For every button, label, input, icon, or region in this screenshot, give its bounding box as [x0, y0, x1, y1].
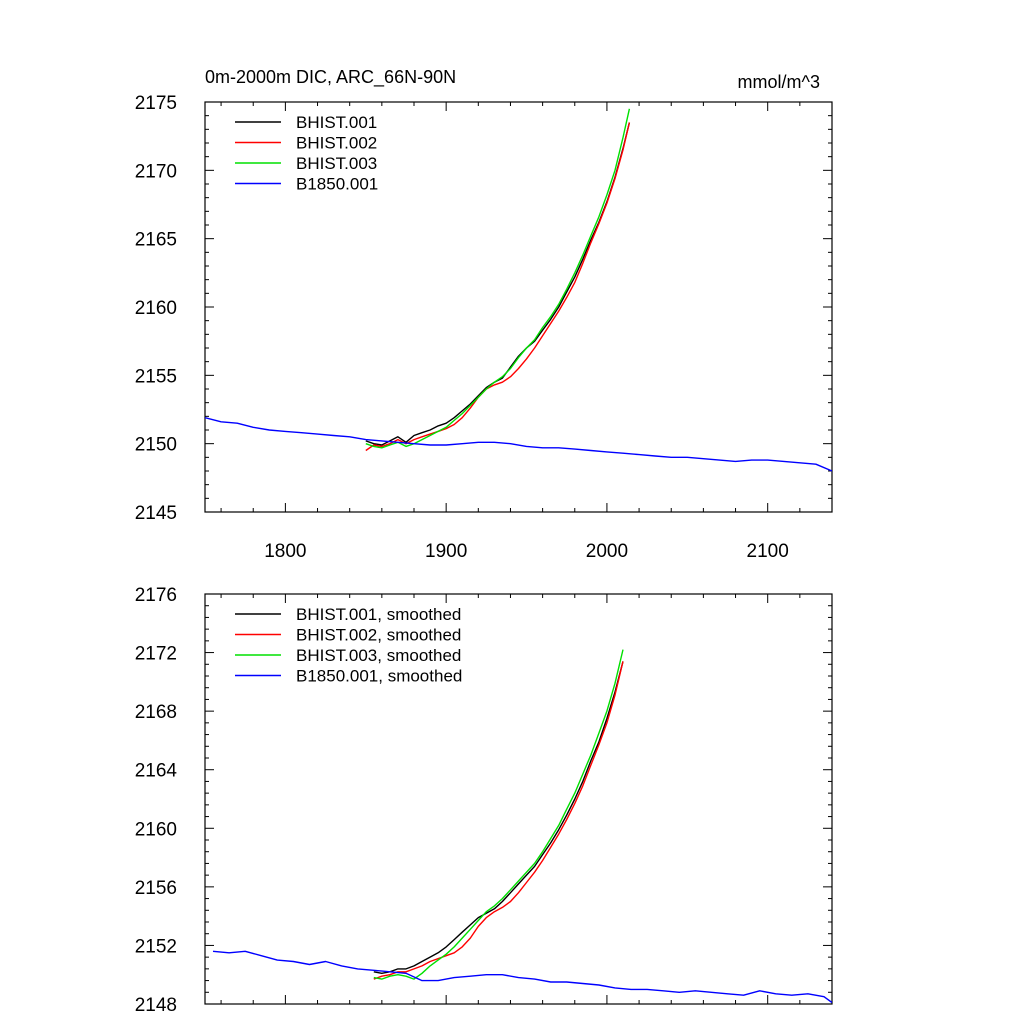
series-line-bhist-002-smoothed [373, 661, 624, 980]
legend-label: BHIST.002, smoothed [296, 626, 461, 645]
legend-label: B1850.001 [296, 175, 378, 194]
y-tick-label: 2160 [135, 298, 177, 319]
x-tick-label: 1800 [264, 541, 306, 562]
y-tick-label: 2155 [135, 366, 177, 387]
series-line-bhist-003 [365, 108, 631, 449]
x-tick-label: 1900 [425, 541, 467, 562]
series-line-bhist-001-smoothed [373, 661, 624, 974]
x-tick-label: 2000 [586, 541, 628, 562]
y-tick-label: 2175 [135, 93, 177, 114]
bottom-panel: 2148 2152 2156 2160 2164 2168 2172 2176 BHIST.00… [135, 585, 833, 1016]
series-line-bhist-003-smoothed [373, 649, 624, 980]
y-tick-label: 2150 [135, 435, 177, 456]
legend-label: B1850.001, smoothed [296, 667, 462, 686]
y-tick-label: 2145 [135, 503, 177, 524]
y-tick-label: 2152 [135, 936, 177, 957]
legend-label: BHIST.002 [296, 134, 377, 153]
series-line-bhist-001 [365, 122, 631, 446]
y-tick-label: 2172 [135, 644, 177, 665]
series-line-bhist-002 [365, 122, 631, 452]
y-tick-label: 2176 [135, 585, 177, 606]
legend-label: BHIST.003 [296, 154, 377, 173]
y-tick-label: 2164 [135, 761, 178, 782]
legend-label: BHIST.003, smoothed [296, 646, 461, 665]
x-tick-label: 2100 [747, 541, 789, 562]
chart-title: 0m-2000m DIC, ARC_66N-90N [205, 67, 456, 88]
series-line-b1850-001-smoothed [212, 950, 832, 1004]
y-tick-label: 2160 [135, 819, 177, 840]
legend-label: BHIST.001, smoothed [296, 605, 461, 624]
y-tick-label: 2168 [135, 702, 177, 723]
top-panel: 2145 2150 2155 2160 2165 2170 2175 1800 1900 2000… [135, 67, 833, 562]
units-label: mmol/m^3 [738, 72, 820, 92]
y-tick-label: 2156 [135, 878, 177, 899]
series-line-b1850-001 [205, 417, 832, 472]
plot-frame [204, 593, 833, 1005]
legend-label: BHIST.001 [296, 113, 377, 132]
y-tick-label: 2148 [135, 995, 177, 1016]
y-tick-label: 2165 [135, 230, 177, 251]
y-tick-label: 2170 [135, 161, 177, 182]
